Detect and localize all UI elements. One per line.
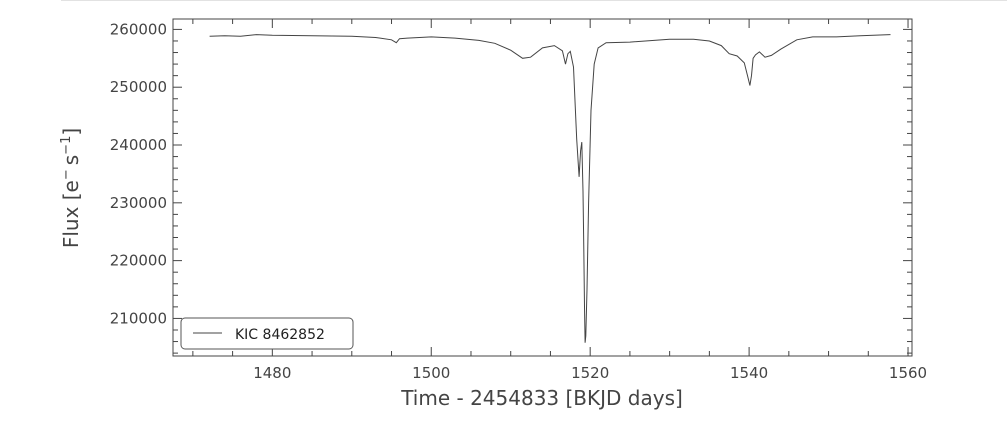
plot-frame: [172, 18, 913, 357]
x-tick-label: 1560: [889, 364, 927, 382]
y-tick-label: 250000: [110, 78, 167, 96]
axis-ticks: [173, 19, 912, 356]
x-tick-label: 1520: [571, 364, 609, 382]
y-tick-label: 260000: [110, 20, 167, 38]
y-axis-label: Flux [e−s−1]: [59, 128, 83, 248]
y-tick-label: 210000: [110, 309, 167, 327]
x-tick-label: 1540: [730, 364, 768, 382]
x-tick-label: 1500: [412, 364, 450, 382]
y-tick-label: 230000: [110, 194, 167, 212]
x-tick-labels: 1480 1500 1520 1540 1560: [253, 364, 927, 382]
y-tick-label: 220000: [110, 252, 167, 270]
x-axis-label: Time - 2454833 [BKJD days]: [400, 386, 683, 410]
x-tick-label: 1480: [253, 364, 291, 382]
top-separator-line: [61, 0, 1007, 1]
y-tick-label: 240000: [110, 136, 167, 154]
legend-box: [180, 317, 354, 350]
legend: KIC 8462852: [180, 317, 354, 350]
series-line-kic-8462852: [209, 34, 891, 343]
y-tick-labels: 210000 220000 230000 240000 250000 260000: [110, 20, 167, 327]
legend-label: KIC 8462852: [235, 327, 325, 343]
